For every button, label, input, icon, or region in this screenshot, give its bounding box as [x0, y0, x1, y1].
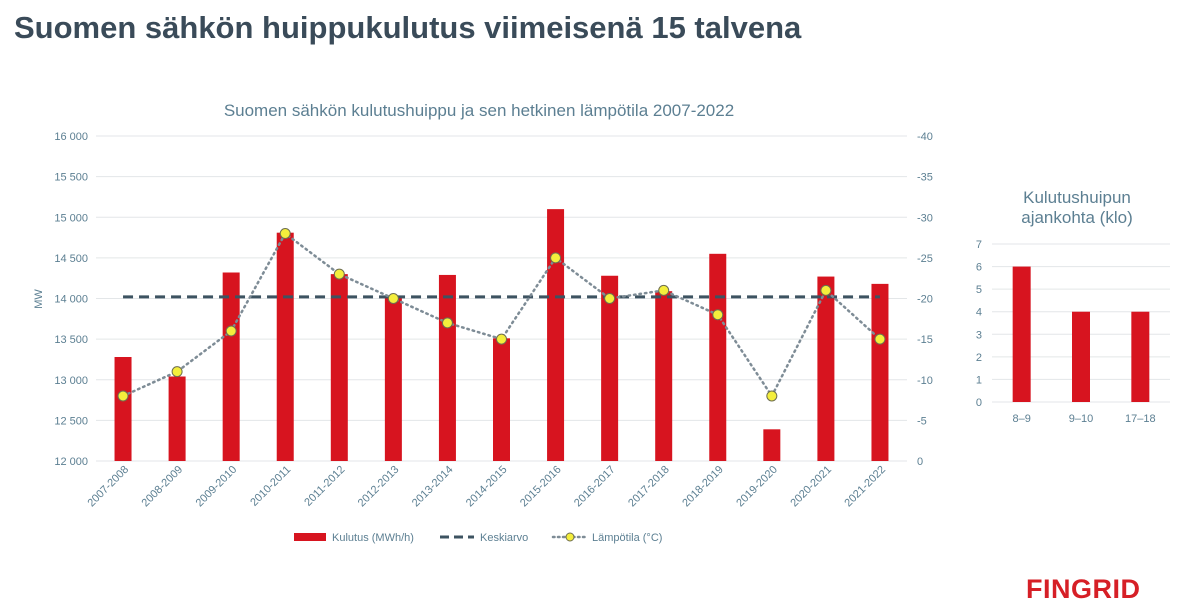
- main-y2-tick-label: -10: [917, 375, 933, 387]
- temperature-marker: [496, 333, 507, 345]
- main-x-tick-label: 2015-2016: [518, 464, 564, 510]
- main-y-tick-label: 14 000: [54, 294, 88, 306]
- main-y2-tick-label: -15: [917, 334, 933, 346]
- legend-label-consumption: Kulutus (MWh/h): [332, 532, 414, 544]
- consumption-bar: [817, 276, 835, 461]
- main-y2-tick-label: -25: [917, 253, 933, 265]
- main-y-tick-label: 13 000: [54, 375, 88, 387]
- main-x-tick-label: 2018-2019: [680, 464, 726, 510]
- legend-swatch-consumption: [294, 533, 326, 541]
- temperature-marker: [279, 228, 291, 239]
- temperature-marker: [874, 333, 886, 345]
- main-x-tick-label: 2019-2020: [734, 464, 780, 510]
- main-x-tick-label: 2007-2008: [85, 464, 131, 510]
- main-y-tick-label: 16 000: [54, 131, 88, 143]
- temperature-marker: [604, 293, 616, 304]
- main-x-tick-label: 2013-2014: [410, 464, 456, 510]
- temperature-marker: [225, 325, 237, 337]
- fingrid-logo: FINGRID: [1026, 574, 1141, 604]
- main-chart-title: Suomen sähkön kulutushuippu ja sen hetki…: [224, 101, 734, 120]
- main-x-tick-label: 2008-2009: [140, 464, 186, 510]
- main-y2-tick-label: -35: [917, 172, 933, 184]
- consumption-bar: [709, 253, 727, 461]
- consumption-bar: [438, 274, 456, 461]
- main-y2-tick-label: -30: [917, 212, 933, 224]
- main-y-tick-label: 13 500: [54, 334, 88, 346]
- consumption-bar: [763, 429, 781, 461]
- temperature-marker: [712, 309, 724, 321]
- main-x-tick-label: 2017-2018: [626, 464, 672, 510]
- temperature-marker: [820, 284, 832, 296]
- consumption-bar: [276, 232, 294, 461]
- consumption-bar: [547, 209, 565, 461]
- legend-label-temperature: Lämpötila (°C): [592, 532, 662, 544]
- consumption-bar: [222, 272, 240, 461]
- main-y-tick-label: 12 000: [54, 456, 88, 468]
- consumption-bar: [114, 357, 132, 461]
- temperature-marker: [333, 268, 345, 280]
- main-y2-tick-label: -5: [917, 415, 927, 427]
- temperature-marker: [441, 317, 453, 329]
- main-x-tick-label: 2014-2015: [464, 464, 510, 510]
- main-y2-tick-label: -40: [917, 131, 933, 143]
- consumption-bar: [330, 274, 348, 461]
- legend-label-average: Keskiarvo: [480, 532, 528, 544]
- main-y2-tick-label: 0: [917, 456, 923, 468]
- main-x-tick-label: 2012-2013: [356, 464, 402, 510]
- main-x-tick-label: 2010-2011: [248, 464, 293, 509]
- legend-swatch-temperature-marker: [565, 532, 575, 542]
- main-x-tick-label: 2011-2012: [302, 464, 347, 509]
- temperature-marker: [117, 390, 129, 402]
- consumption-bar: [871, 283, 889, 461]
- consumption-bar: [168, 376, 186, 461]
- main-x-tick-label: 2009-2010: [194, 464, 240, 510]
- temperature-marker: [387, 293, 399, 304]
- consumption-bar: [655, 291, 673, 461]
- main-y-tick-label: 15 500: [54, 172, 88, 184]
- temperature-marker: [766, 390, 778, 402]
- temperature-marker: [658, 284, 670, 296]
- page-title: Suomen sähkön huippukulutus viimeisenä 1…: [14, 10, 802, 45]
- consumption-bar: [493, 338, 510, 461]
- main-x-tick-label: 2021-2022: [842, 464, 888, 510]
- main-x-tick-label: 2020-2021: [788, 464, 834, 510]
- main-chart-legend: Kulutus (MWh/h) Keskiarvo Lämpötila (°C): [294, 532, 662, 544]
- consumption-bar: [384, 296, 402, 461]
- main-chart-y-axis-label: MW: [33, 289, 45, 309]
- main-x-tick-label: 2016-2017: [572, 464, 618, 510]
- main-y-tick-label: 14 500: [54, 253, 88, 265]
- main-y-tick-label: 15 000: [54, 212, 88, 224]
- consumption-bar: [601, 275, 619, 461]
- temperature-marker: [171, 366, 183, 378]
- main-y-tick-label: 12 500: [54, 415, 88, 427]
- temperature-marker: [550, 252, 562, 264]
- main-y2-tick-label: -20: [917, 294, 933, 306]
